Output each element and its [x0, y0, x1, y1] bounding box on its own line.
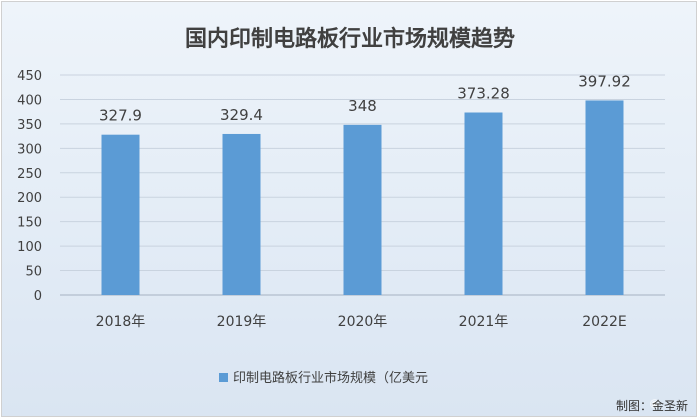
weibo-watermark-icon: ◉ [649, 396, 660, 410]
y-axis-ticks: 0 50 100 150 200 250 300 350 400 450 [17, 69, 42, 304]
x-tick-label: 2022E [582, 314, 626, 330]
data-label: 327.9 [99, 107, 142, 125]
legend-swatch [219, 373, 228, 382]
bar [101, 134, 140, 295]
y-tick-label: 250 [17, 167, 42, 182]
data-labels: 327.9 329.4 348 373.28 397.92 [99, 72, 631, 124]
legend-label: 印制电路板行业市场规模（亿美元 [233, 370, 428, 386]
chart-title: 国内印制电路板行业市场规模趋势 [185, 26, 515, 52]
x-tick-label: 2021年 [459, 314, 509, 330]
legend: 印制电路板行业市场规模（亿美元 [219, 370, 428, 386]
y-tick-label: 400 [17, 93, 42, 108]
y-tick-label: 150 [17, 216, 42, 231]
x-axis-ticks: 2018年 2019年 2020年 2021年 2022E [96, 314, 627, 330]
y-tick-label: 200 [17, 191, 42, 206]
bar [585, 100, 624, 295]
bar [222, 133, 261, 295]
bar [343, 124, 382, 295]
y-tick-label: 100 [17, 240, 42, 255]
data-label: 397.92 [578, 72, 631, 90]
x-tick-label: 2020年 [338, 314, 388, 330]
x-tick-label: 2018年 [96, 314, 146, 330]
grid-lines [60, 74, 665, 296]
bars [101, 100, 624, 295]
data-label: 373.28 [457, 85, 510, 103]
x-tick-label: 2019年 [217, 314, 267, 330]
y-tick-label: 450 [17, 69, 42, 84]
y-tick-label: 300 [17, 142, 42, 157]
bar [464, 112, 503, 295]
y-tick-label: 350 [17, 118, 42, 133]
y-tick-label: 0 [34, 289, 42, 304]
y-tick-label: 50 [25, 265, 42, 280]
footer-credit: 制图：金圣新 [615, 399, 688, 413]
data-label: 348 [348, 97, 377, 115]
data-label: 329.4 [220, 106, 263, 124]
